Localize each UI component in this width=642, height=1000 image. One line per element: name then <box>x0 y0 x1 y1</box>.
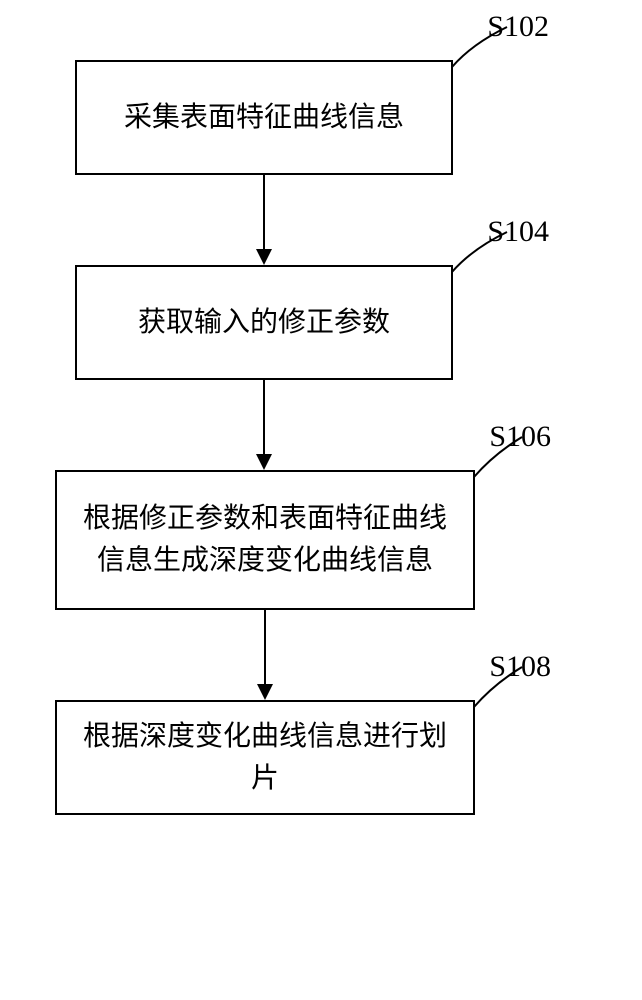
step-s108-label: S108 <box>489 650 551 684</box>
arrow-3-line <box>264 610 266 685</box>
step-s104-text: 获取输入的修正参数 <box>138 302 390 344</box>
step-s108-text: 根据深度变化曲线信息进行划片 <box>72 716 458 800</box>
step-s104-label: S104 <box>487 215 549 249</box>
arrow-2-head <box>256 454 272 470</box>
arrow-1 <box>75 175 453 265</box>
arrow-3 <box>55 610 475 700</box>
arrow-2-line <box>263 380 265 455</box>
step-s104: 获取输入的修正参数 S104 <box>75 265 453 380</box>
step-s102: 采集表面特征曲线信息 S102 <box>75 60 453 175</box>
step-s102-text: 采集表面特征曲线信息 <box>124 97 404 139</box>
arrow-1-head <box>256 249 272 265</box>
step-s108: 根据深度变化曲线信息进行划片 S108 <box>55 700 475 815</box>
arrow-1-line <box>263 175 265 250</box>
arrow-2 <box>75 380 453 470</box>
step-s106-label: S106 <box>489 420 551 454</box>
flowchart-container: 采集表面特征曲线信息 S102 获取输入的修正参数 S104 根据修正参数和表面… <box>50 60 592 815</box>
step-s106-text: 根据修正参数和表面特征曲线信息生成深度变化曲线信息 <box>72 498 458 582</box>
leader-s102 <box>77 22 547 72</box>
arrow-3-head <box>257 684 273 700</box>
step-s102-label: S102 <box>487 10 549 44</box>
step-s106: 根据修正参数和表面特征曲线信息生成深度变化曲线信息 S106 <box>55 470 475 610</box>
